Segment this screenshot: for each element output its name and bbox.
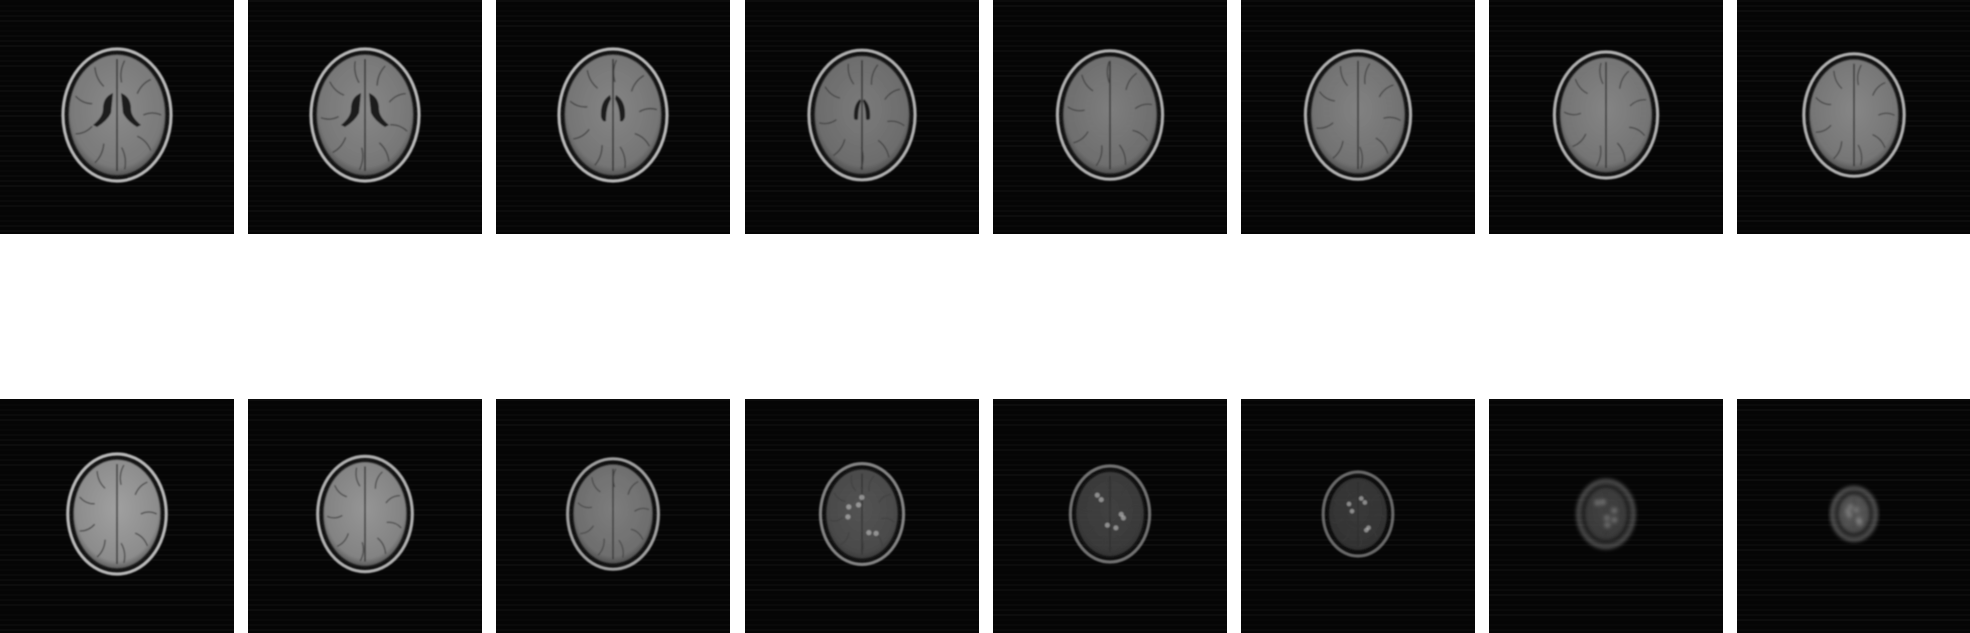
mri-slice-top-5 [993,0,1227,234]
brain-slice [566,457,660,571]
brain-slice [1830,486,1878,542]
brain-slice [818,461,906,567]
brain-slice [1321,470,1395,558]
ventricles [853,99,871,120]
mri-slice-top-1 [0,0,234,234]
mri-slice-bottom-7 [1489,399,1723,633]
slice-row-bottom [0,399,1970,633]
mri-slice-top-3 [496,0,730,234]
ventricles [600,95,626,122]
mri-slice-top-6 [1241,0,1475,234]
brain-slice [66,452,168,576]
brain-slice [557,47,669,183]
brain-slice [309,47,421,183]
mri-slice-bottom-6 [1241,399,1475,633]
brain-slice [1055,49,1165,181]
brain-slice [1303,49,1413,181]
brain-slice [1802,52,1906,178]
mri-slice-top-2 [248,0,482,234]
brain-slice [1068,464,1152,564]
mri-slice-bottom-5 [993,399,1227,633]
brain-slice [1576,479,1636,549]
ventricles [93,93,141,127]
brain-slice [1552,50,1660,180]
mri-slice-bottom-1 [0,399,234,633]
mri-slice-bottom-4 [745,399,979,633]
mri-slice-bottom-2 [248,399,482,633]
mri-slice-top-4 [745,0,979,234]
brain-slice [316,454,414,574]
mri-slice-bottom-8 [1737,399,1970,633]
brain-slice [807,48,917,182]
slice-row-top [0,0,1970,234]
brain-slice [61,47,173,183]
ventricles [341,93,389,127]
mri-slice-top-8 [1737,0,1970,234]
mri-slice-top-7 [1489,0,1723,234]
mri-slice-bottom-3 [496,399,730,633]
